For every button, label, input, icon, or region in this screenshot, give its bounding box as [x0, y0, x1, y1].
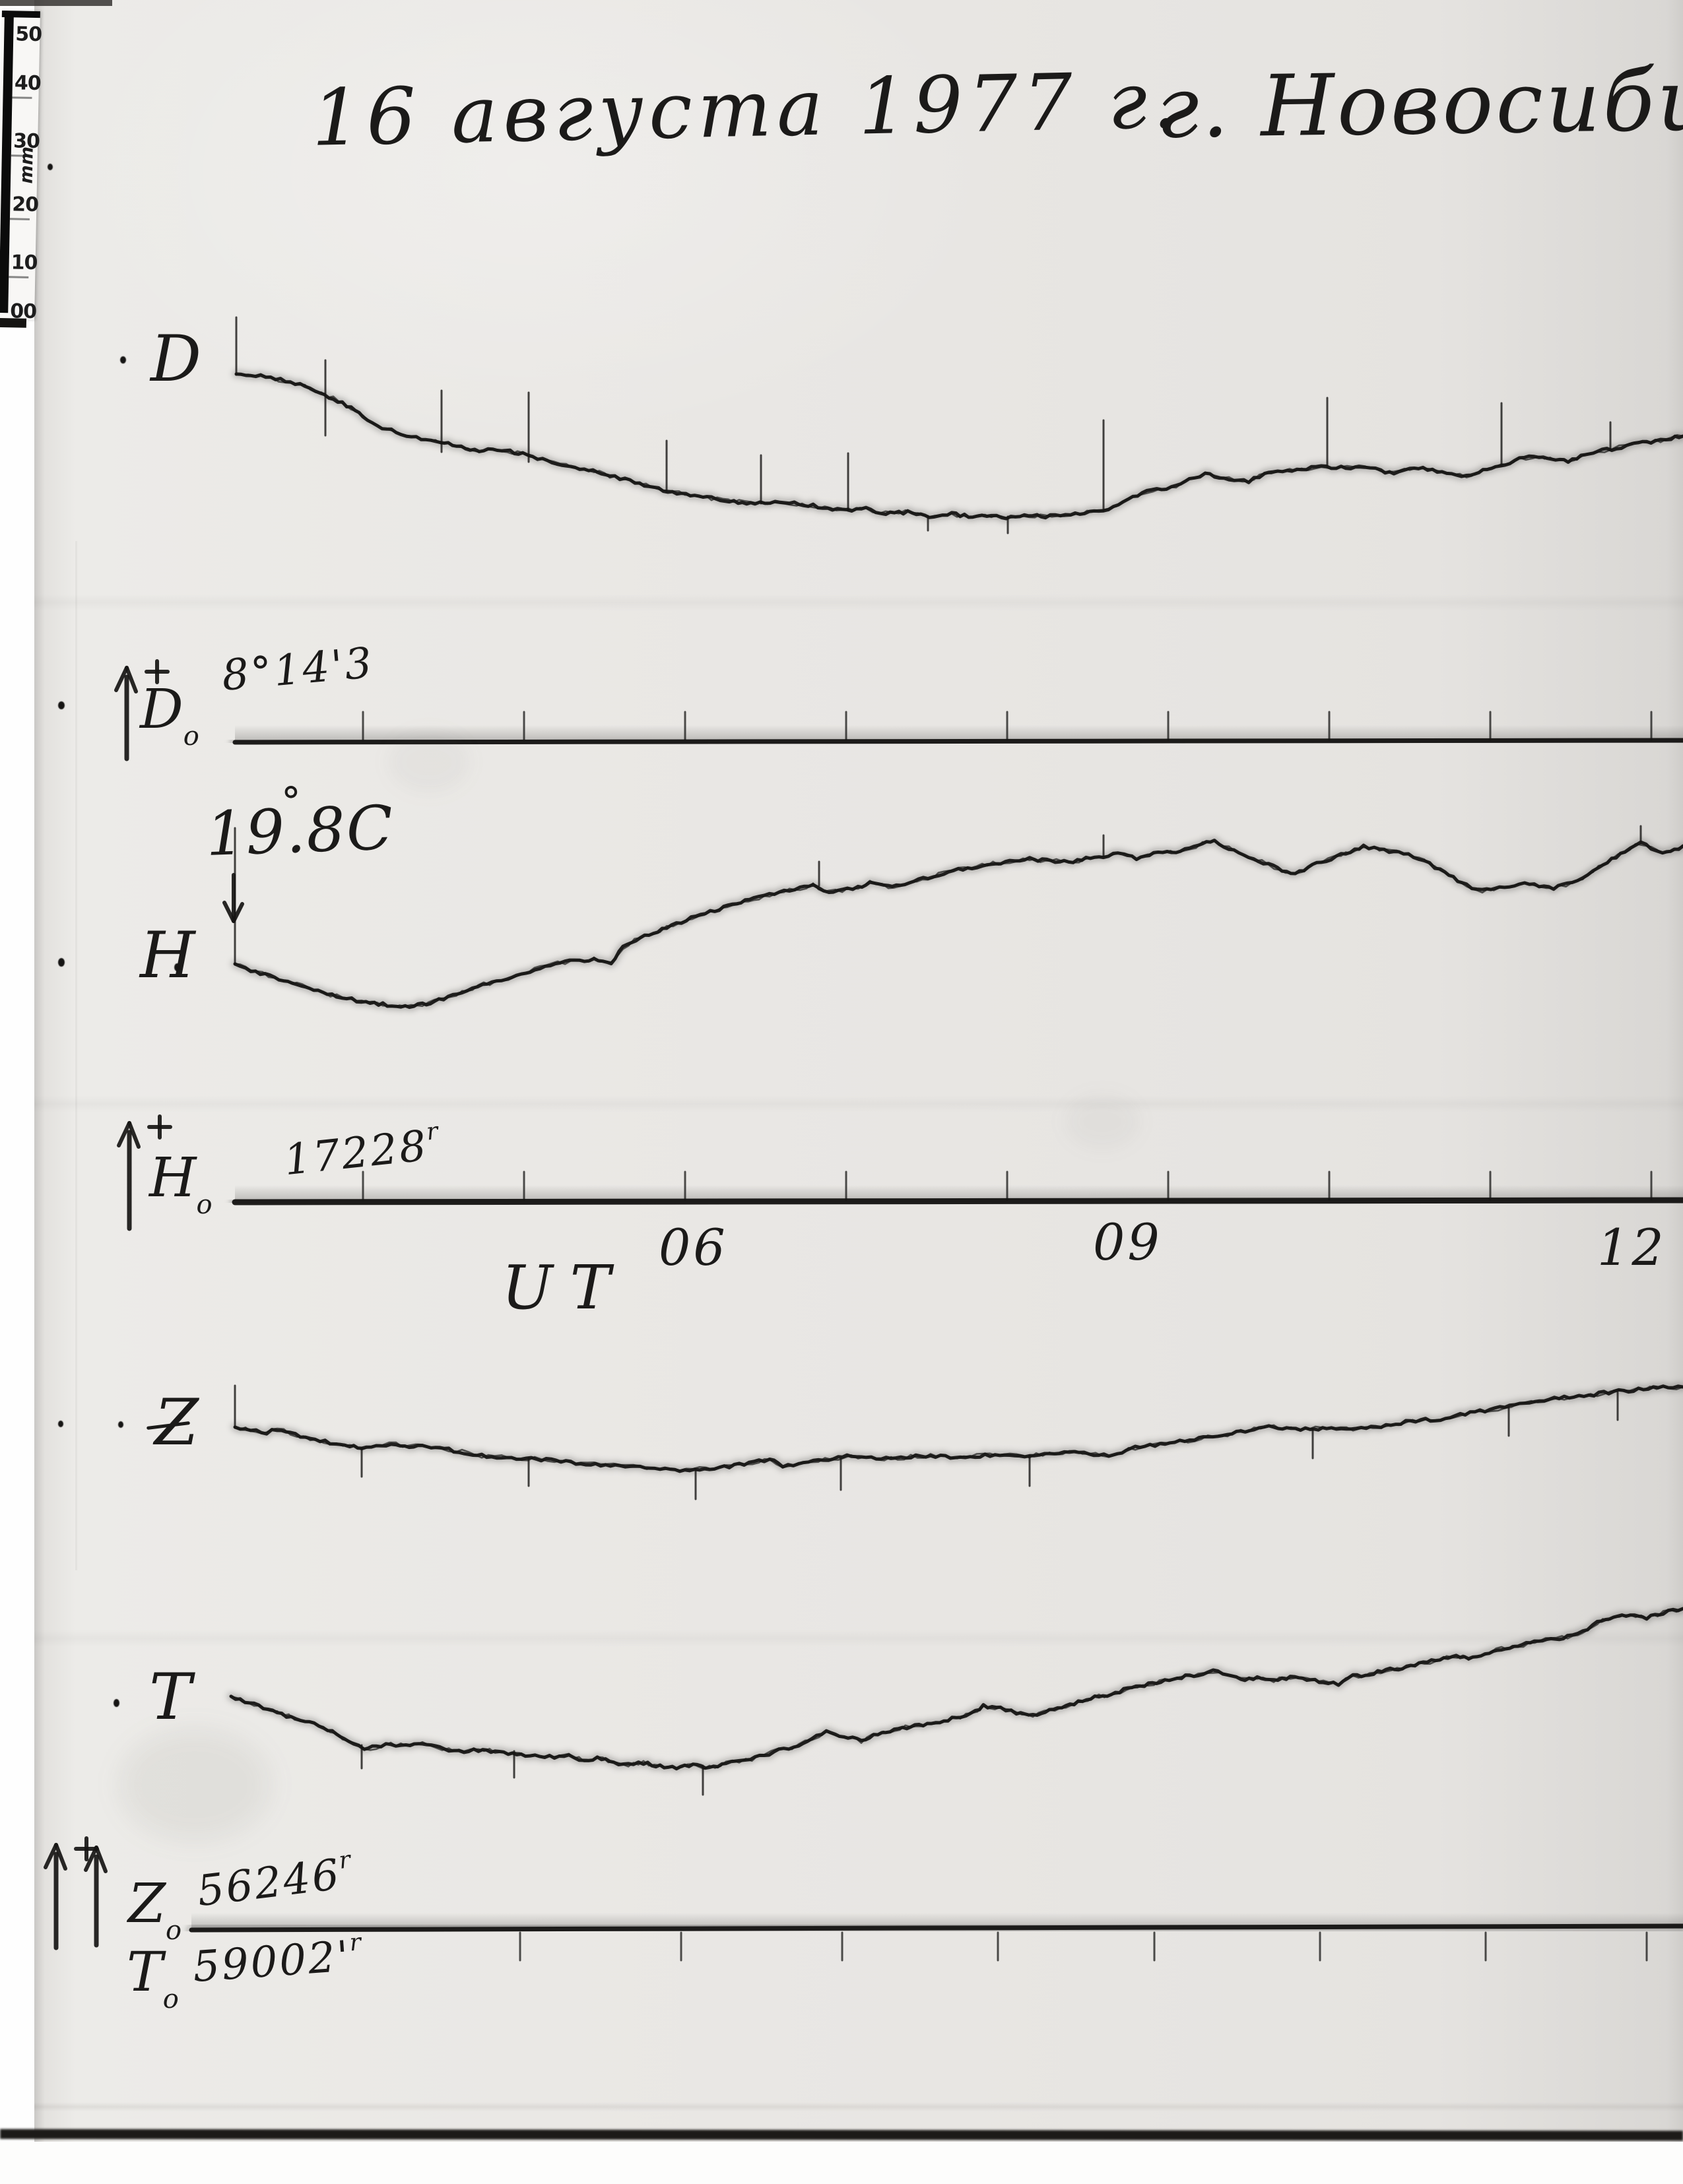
scan-streak — [34, 1630, 1683, 1647]
paper-left-edge-shadow — [34, 0, 45, 2146]
up-arrow-head — [125, 666, 138, 693]
scan-speck — [48, 164, 53, 170]
temp-int: 19 — [205, 796, 287, 870]
hour-label-09: 09 — [1093, 1213, 1162, 1271]
baseline-letter: T — [127, 1941, 163, 2004]
temp-frac: 8C — [305, 792, 396, 866]
trace-H — [233, 839, 1683, 1010]
up-arrow-head — [117, 1121, 131, 1147]
baseline-label-T0: To — [127, 1941, 179, 2014]
trace-H-fiber — [234, 840, 1683, 1008]
value-number: 59002 — [191, 1933, 339, 1992]
trace-label-T: T — [149, 1660, 192, 1734]
trace-T — [229, 1607, 1683, 1771]
paper-crease — [34, 2102, 1683, 2111]
trace-label-H: H — [140, 918, 195, 992]
scan-speck — [58, 1421, 63, 1427]
scan-streak — [34, 594, 1683, 611]
scan-top-edge-smudge — [0, 0, 112, 6]
baseline-label-D0: Do — [140, 678, 199, 752]
hour-label-12: 12 — [1597, 1218, 1666, 1277]
axis-label-ut: UT — [502, 1252, 628, 1323]
degree-mark: ° — [280, 778, 304, 825]
up-arrow-head — [127, 1121, 141, 1149]
temperature-note: 19.8C ° — [205, 779, 396, 870]
up-arrow-head — [44, 1843, 58, 1869]
baseline-H0 — [232, 1197, 1683, 1205]
trace-D-fiber — [235, 373, 1683, 519]
paper-stain — [119, 1729, 271, 1841]
scan-speck — [174, 963, 180, 971]
trace-T-fiber — [230, 1607, 1683, 1770]
up-arrow-head — [94, 1846, 108, 1873]
scan-speck — [120, 356, 126, 364]
trace-label-D: D — [150, 322, 201, 396]
baseline-label-Z0: Zo — [128, 1873, 182, 1946]
scan-scratch-line — [75, 541, 77, 1570]
hour-label-06: 06 — [659, 1218, 728, 1277]
scanned-paper-background — [34, 0, 1683, 2146]
baseline-D0 — [232, 738, 1683, 745]
gamma-unit-sup: r — [424, 1117, 442, 1146]
scan-speck — [58, 701, 65, 709]
gamma-unit-sup: r — [348, 1929, 364, 1957]
scan-speck — [118, 1421, 123, 1428]
up-arrow-head — [54, 1843, 67, 1871]
trace-H-halo — [231, 836, 1683, 1012]
paper-stain — [1066, 1095, 1138, 1148]
trace-D — [234, 372, 1683, 521]
scanner-bed-margin — [0, 2142, 1683, 2184]
scan-speck — [58, 958, 65, 967]
paper-bottom-edge — [0, 2129, 1683, 2141]
scan-streak — [34, 1095, 1683, 1112]
baseline-subscript: o — [162, 1984, 179, 2014]
up-arrow-head — [84, 1846, 98, 1872]
down-arrow-head — [232, 902, 244, 923]
trace-Z-fiber — [234, 1386, 1683, 1471]
baseline-letter: H — [149, 1147, 197, 1209]
scan-speck — [114, 1699, 119, 1707]
baseline-subscript: o — [183, 721, 199, 752]
paper-stain — [389, 732, 469, 792]
down-arrow-head — [222, 901, 236, 923]
baseline-Z0 — [189, 1923, 1683, 1933]
baseline-letter: D — [140, 678, 183, 741]
baseline-subscript: o — [165, 1915, 182, 1946]
baseline-label-H0: Ho — [149, 1147, 213, 1220]
baseline-subscript: o — [196, 1190, 213, 1220]
up-arrow-head — [114, 666, 129, 692]
trace-T-halo — [227, 1605, 1683, 1773]
baseline-letter: Z — [128, 1873, 166, 1935]
